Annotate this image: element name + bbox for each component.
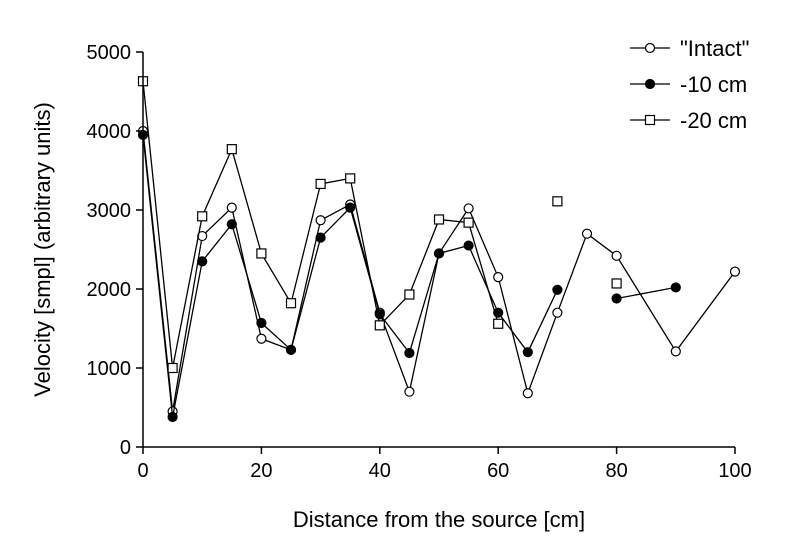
data-point [345, 202, 356, 213]
x-tick-label: 40 [369, 460, 391, 482]
y-axis-title: Velocity [smpl] (arbitrary units) [30, 102, 55, 397]
series-2 [137, 76, 622, 374]
data-point [433, 248, 445, 259]
x-tick-label: 0 [137, 460, 148, 482]
legend-item: "Intact" [630, 36, 749, 61]
series-line [142, 130, 736, 412]
data-point [552, 196, 563, 207]
data-point [345, 173, 356, 184]
data-point [522, 347, 533, 358]
data-point [611, 250, 622, 261]
data-point [611, 278, 622, 289]
data-point [463, 240, 474, 251]
data-point [611, 293, 622, 304]
series-1 [137, 129, 681, 423]
axes: 0 20 40 60 80 100 0 1000 2000 3000 4000 5000 [87, 42, 752, 482]
legend-item: -10 cm [630, 72, 747, 97]
data-point [167, 362, 178, 374]
y-tick-label: 2000 [87, 279, 132, 301]
data-point [256, 248, 267, 259]
legend: "Intact" -10 cm -20 cm [630, 36, 749, 133]
y-tick-label: 1000 [87, 358, 132, 380]
data-point [581, 228, 593, 239]
data-point [315, 232, 326, 243]
data-point [433, 214, 445, 225]
data-point [256, 333, 267, 344]
data-point [522, 388, 533, 399]
data-point [285, 344, 297, 355]
legend-label: -20 cm [680, 108, 747, 133]
series-0 [137, 125, 741, 417]
data-point [315, 215, 326, 226]
data-point [493, 272, 504, 283]
series-line [616, 286, 676, 300]
x-axis-title: Distance from the source [cm] [293, 507, 585, 532]
data-point [374, 320, 385, 331]
y-tick-label: 5000 [87, 42, 132, 64]
legend-label: -10 cm [680, 72, 747, 97]
legend-marker [644, 42, 656, 54]
data-point [729, 266, 741, 277]
y-tick-label: 3000 [87, 200, 132, 222]
plot-area [137, 76, 741, 423]
data-point [404, 289, 415, 300]
data-point [493, 318, 504, 329]
data-point [285, 298, 297, 309]
data-point [226, 219, 237, 230]
data-point [197, 256, 208, 267]
data-point [256, 317, 267, 329]
x-tick-label: 80 [605, 460, 627, 482]
data-point [404, 347, 415, 359]
data-point [226, 144, 237, 155]
x-tick-label: 100 [718, 460, 751, 482]
x-ticks: 0 20 40 60 80 100 [137, 447, 752, 482]
data-point [463, 217, 474, 228]
legend-marker [644, 78, 656, 90]
y-ticks: 0 1000 2000 3000 4000 5000 [87, 42, 143, 459]
data-point [404, 386, 415, 397]
data-point [463, 203, 474, 214]
data-point [315, 178, 326, 190]
data-point [226, 202, 237, 213]
legend-marker [644, 114, 656, 126]
data-point [552, 307, 563, 318]
data-point [167, 411, 178, 423]
data-point [670, 282, 681, 293]
legend-label: "Intact" [680, 36, 749, 61]
data-point [552, 284, 563, 295]
data-point [670, 346, 681, 357]
x-tick-label: 60 [487, 460, 509, 482]
y-tick-label: 4000 [87, 121, 132, 143]
x-tick-label: 20 [250, 460, 272, 482]
y-tick-label: 0 [120, 437, 131, 459]
legend-item: -20 cm [630, 108, 747, 133]
data-point [197, 211, 208, 222]
